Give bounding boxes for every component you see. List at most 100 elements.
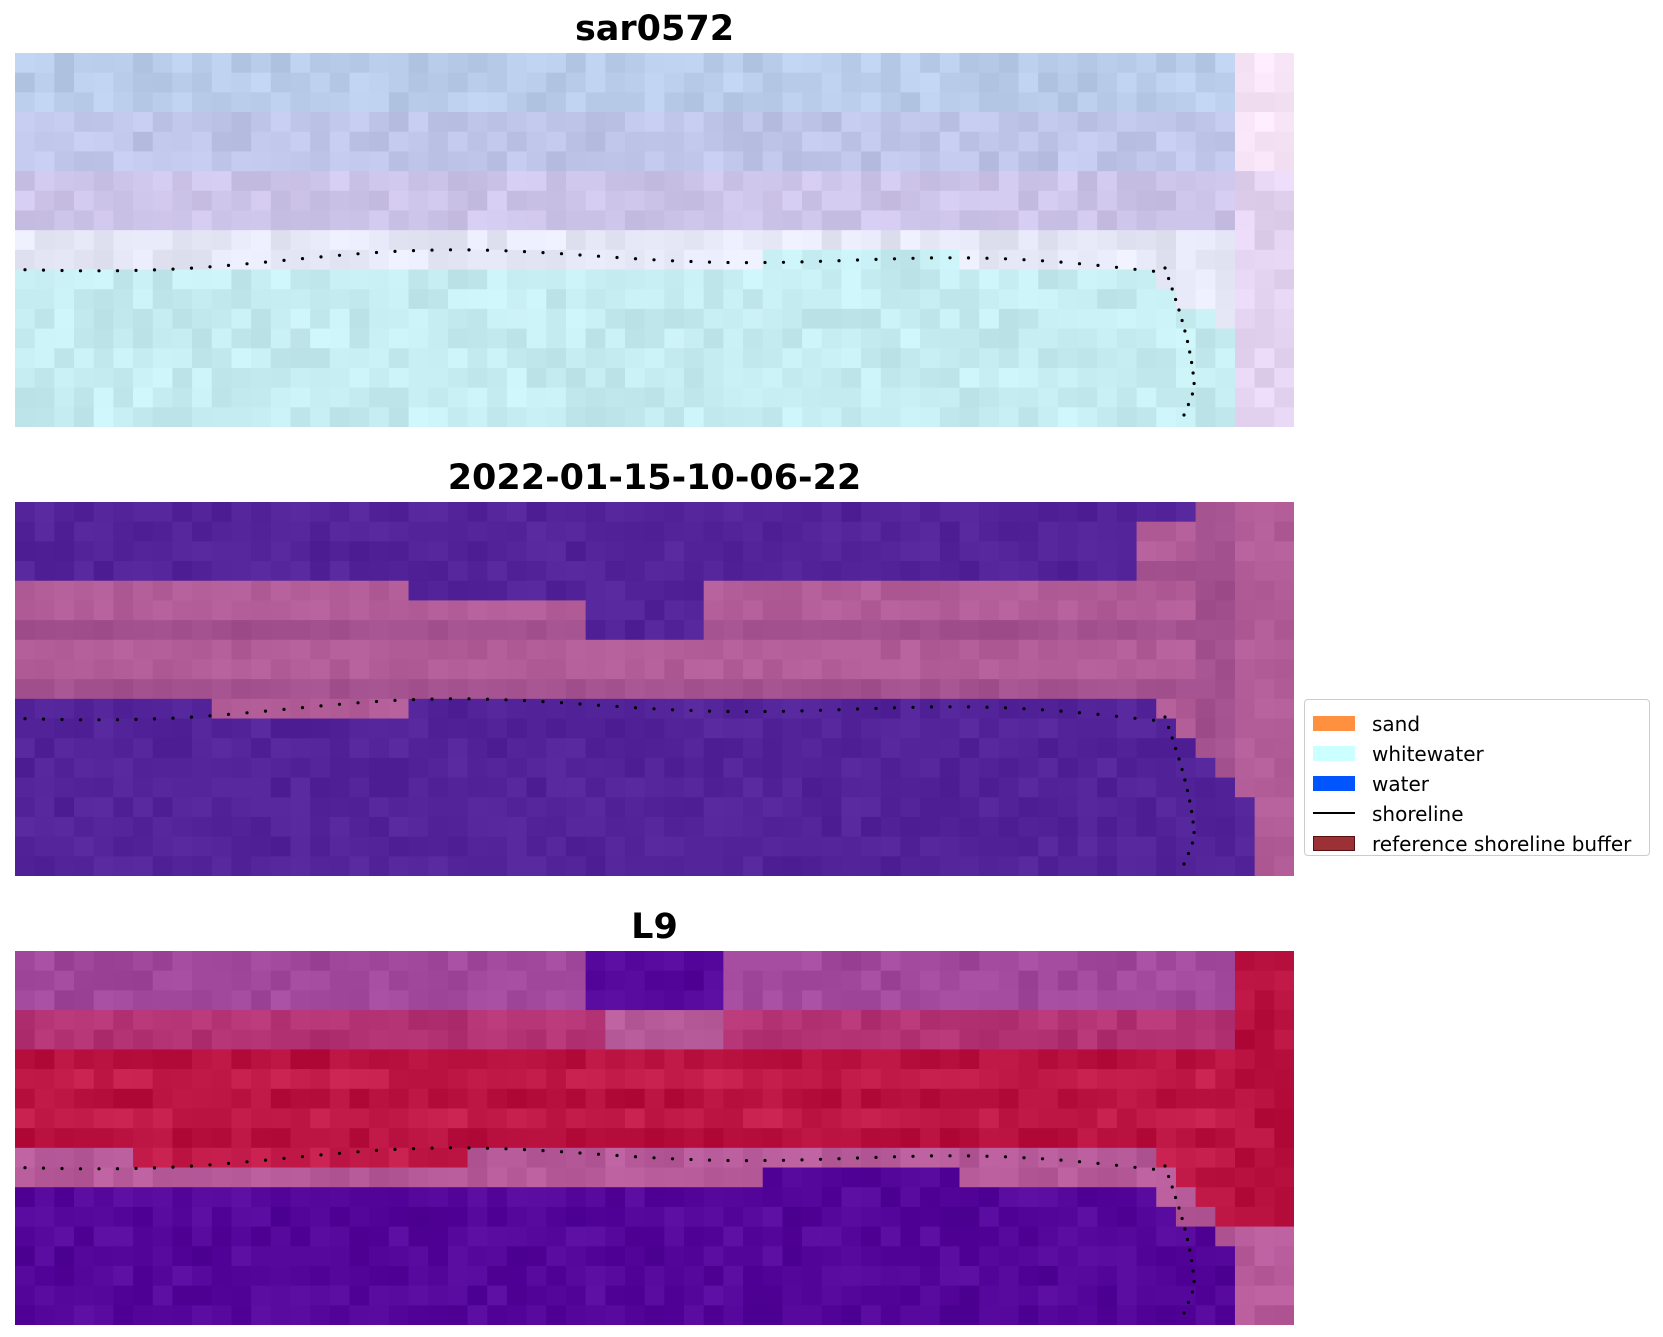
pixel-cell (841, 1285, 862, 1306)
pixel-cell (506, 1206, 528, 1228)
pixel-cell (546, 249, 567, 271)
pixel-cell (565, 856, 587, 876)
pixel-cell (1018, 249, 1039, 271)
pixel-cell (1274, 269, 1294, 290)
pixel-cell (172, 1147, 193, 1169)
pixel-cell (1018, 308, 1039, 330)
pixel-cell (1097, 777, 1118, 798)
pixel-cell (841, 112, 862, 133)
pixel-cell (684, 1128, 705, 1149)
pixel-cell (93, 1167, 114, 1188)
pixel-cell (1254, 561, 1275, 582)
pixel-cell (664, 131, 685, 153)
pixel-cell (703, 269, 724, 290)
pixel-cell (231, 328, 252, 349)
pixel-cell (1097, 521, 1118, 542)
pixel-cell (959, 1285, 980, 1306)
shoreline-point (152, 717, 157, 721)
pixel-cell (1156, 289, 1177, 310)
pixel-cell (821, 92, 843, 113)
pixel-cell (585, 308, 606, 330)
pixel-cell (152, 308, 174, 330)
shoreline-point (652, 258, 656, 262)
pixel-cell (802, 1029, 823, 1051)
pixel-cell (349, 210, 370, 231)
pixel-cell (1038, 561, 1059, 582)
pixel-cell (1077, 502, 1098, 523)
pixel-cell (605, 328, 626, 349)
pixel-cell (565, 561, 587, 582)
pixel-cell (93, 816, 114, 838)
pixel-cell (192, 348, 213, 369)
pixel-cell (1215, 1265, 1236, 1287)
pixel-cell (664, 1226, 685, 1247)
pixel-cell (1057, 679, 1079, 700)
pixel-cell (802, 738, 823, 759)
pixel-cell (113, 1226, 134, 1247)
pixel-cell (861, 210, 882, 231)
shoreline-point (263, 1158, 268, 1162)
shoreline-point (689, 259, 693, 264)
pixel-cell (211, 1069, 233, 1090)
pixel-cell (605, 112, 626, 133)
pixel-cell (762, 659, 783, 680)
pixel-cell (624, 620, 646, 641)
pixel-cell (74, 367, 95, 389)
pixel-cell (1057, 600, 1079, 621)
pixel-cell (880, 92, 902, 113)
pixel-cell (408, 541, 429, 562)
pixel-cell (880, 738, 902, 759)
pixel-cell (526, 620, 547, 641)
pixel-cell (93, 1069, 114, 1090)
pixel-cell (408, 561, 429, 582)
pixel-cell (74, 541, 95, 562)
shoreline-point (1170, 287, 1174, 291)
pixel-cell (506, 72, 528, 93)
pixel-cell (113, 951, 134, 972)
pixel-cell (487, 777, 508, 798)
pixel-cell (802, 289, 823, 310)
pixel-cell (369, 190, 390, 212)
pixel-cell (1234, 1246, 1256, 1267)
pixel-cell (172, 679, 193, 700)
pixel-cell (624, 738, 646, 759)
pixel-cell (841, 951, 862, 972)
pixel-cell (349, 1049, 370, 1070)
pixel-cell (664, 639, 685, 661)
pixel-cell (1116, 816, 1138, 838)
pixel-cell (644, 836, 665, 857)
pixel-cell (1156, 541, 1177, 562)
pixel-cell (447, 1029, 469, 1051)
pixel-cell (821, 757, 843, 779)
pixel-cell (388, 1167, 410, 1188)
pixel-cell (1175, 600, 1197, 621)
pixel-cell (487, 308, 508, 330)
pixel-cell (605, 308, 626, 330)
pixel-cell (1057, 797, 1079, 818)
pixel-cell (1057, 561, 1079, 582)
pixel-cell (939, 289, 961, 310)
pixel-cell (349, 816, 370, 838)
pixel-cell (1057, 249, 1079, 271)
pixel-cell (1234, 757, 1256, 779)
pixel-cell (1215, 951, 1236, 972)
pixel-cell (841, 738, 862, 759)
pixel-cell (133, 797, 154, 818)
pixel-cell (979, 230, 1000, 251)
pixel-cell (1057, 580, 1079, 602)
pixel-cell (270, 1265, 292, 1287)
pixel-cell (447, 367, 469, 389)
pixel-cell (211, 387, 233, 408)
pixel-cell (782, 1049, 803, 1070)
pixel-cell (1175, 816, 1197, 838)
pixel-cell (388, 600, 410, 621)
shoreline-point (911, 1154, 915, 1158)
pixel-cell (1215, 1049, 1236, 1070)
pixel-cell (447, 659, 469, 680)
pixel-cell (1215, 1108, 1236, 1129)
pixel-cell (782, 816, 803, 838)
pixel-cell (1038, 620, 1059, 641)
pixel-cell (15, 72, 36, 93)
pixel-cell (270, 151, 292, 172)
pixel-cell (1195, 757, 1216, 779)
